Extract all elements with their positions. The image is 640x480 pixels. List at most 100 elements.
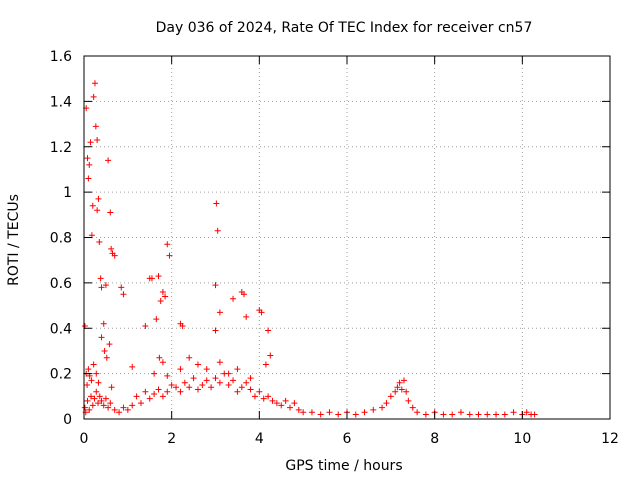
data-point [89, 202, 96, 209]
data-point [238, 384, 245, 391]
data-point [230, 377, 237, 384]
data-point [265, 393, 272, 400]
data-point [105, 404, 112, 411]
data-point [335, 411, 342, 418]
data-point [398, 386, 405, 393]
data-point [98, 284, 105, 291]
y-tick-label: 1.2 [50, 140, 72, 156]
y-tick-label: 0.4 [50, 321, 72, 337]
data-point [273, 400, 280, 407]
data-point [203, 366, 210, 373]
data-point [100, 320, 107, 327]
y-axis-label: ROTI / TECUs [6, 194, 22, 286]
data-point [240, 291, 247, 298]
y-tick-label: 0.6 [50, 276, 72, 292]
data-point [173, 384, 180, 391]
data-point [103, 354, 110, 361]
data-point [90, 93, 97, 100]
data-point [107, 400, 114, 407]
data-point [203, 377, 210, 384]
data-point [278, 402, 285, 409]
data-point [116, 409, 123, 416]
data-point [216, 359, 223, 366]
data-point [86, 406, 93, 413]
data-point [317, 411, 324, 418]
data-point [177, 388, 184, 395]
data-point [86, 161, 93, 168]
data-point [405, 397, 412, 404]
data-point [94, 207, 101, 214]
data-point [308, 409, 315, 416]
data-point [194, 386, 201, 393]
y-tick-label: 0.2 [50, 367, 72, 383]
data-point [400, 377, 407, 384]
data-point [81, 404, 88, 411]
data-point [164, 372, 171, 379]
data-point [251, 393, 258, 400]
data-point [457, 409, 464, 416]
data-point [230, 295, 237, 302]
data-point [361, 409, 368, 416]
data-point [370, 406, 377, 413]
data-point [95, 400, 102, 407]
data-point [87, 139, 94, 146]
data-point [212, 327, 219, 334]
data-point [91, 80, 98, 87]
y-tick-label: 0.8 [50, 231, 72, 247]
data-point [93, 370, 100, 377]
data-point [92, 123, 99, 130]
data-point [466, 411, 473, 418]
data-point [155, 273, 162, 280]
data-point [85, 175, 92, 182]
data-point [179, 322, 186, 329]
data-point [88, 393, 95, 400]
data-point [151, 370, 158, 377]
data-point [510, 409, 517, 416]
data-point [265, 327, 272, 334]
data-point [212, 282, 219, 289]
data-point [120, 291, 127, 298]
data-point [105, 157, 112, 164]
data-point [98, 334, 105, 341]
data-point [392, 388, 399, 395]
data-point [159, 393, 166, 400]
data-point [291, 400, 298, 407]
data-point [102, 395, 109, 402]
data-point [199, 381, 206, 388]
data-point [155, 386, 162, 393]
axis-ticks [83, 55, 611, 420]
data-point [493, 411, 500, 418]
data-point [383, 400, 390, 407]
data-point [214, 227, 221, 234]
data-point [396, 379, 403, 386]
data-point [403, 388, 410, 395]
x-tick-label: 0 [80, 431, 89, 447]
data-point [216, 379, 223, 386]
data-point [162, 293, 169, 300]
data-point [287, 404, 294, 411]
data-point [151, 391, 158, 398]
data-point [101, 347, 108, 354]
data-point [269, 397, 276, 404]
data-point [394, 384, 401, 391]
data-point [84, 155, 91, 162]
data-point [267, 352, 274, 359]
y-tick-label: 0 [63, 412, 72, 428]
data-point [142, 388, 149, 395]
data-point [100, 402, 107, 409]
data-point [129, 402, 136, 409]
data-point [111, 406, 118, 413]
data-point [95, 195, 102, 202]
data-point [97, 275, 104, 282]
data-point [137, 400, 144, 407]
data-point [148, 275, 155, 282]
data-point [531, 411, 538, 418]
data-point [186, 384, 193, 391]
data-point [159, 288, 166, 295]
data-point [102, 282, 109, 289]
data-point [247, 386, 254, 393]
data-point [225, 381, 232, 388]
data-point [90, 361, 97, 368]
data-point [111, 252, 118, 259]
